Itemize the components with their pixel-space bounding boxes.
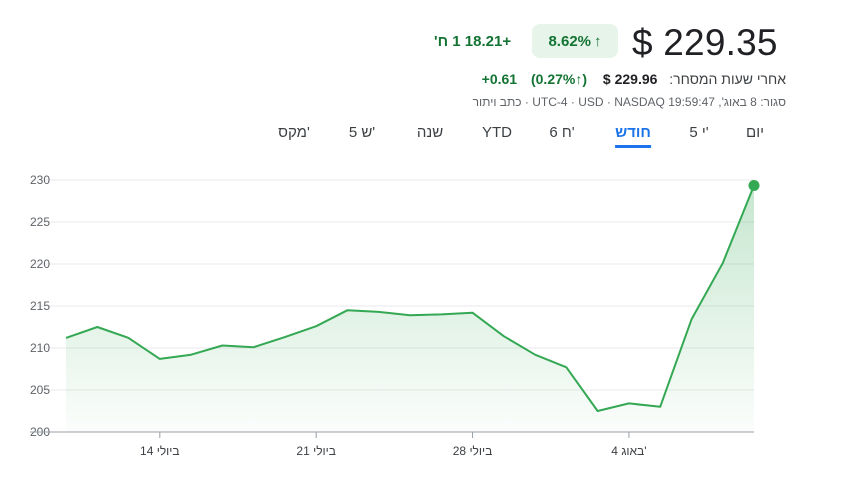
x-tick-label: 14 ביולי: [140, 444, 180, 458]
tab-5-years[interactable]: 5 ש': [348, 124, 376, 141]
tab-ytd[interactable]: YTD: [482, 124, 512, 141]
market-meta[interactable]: סגור: 8 באוג', 19:59:47 UTC-4 · USD · NA…: [472, 95, 786, 109]
y-tick-label: 225: [30, 215, 50, 229]
price-line: [65, 185, 755, 412]
last-price-point[interactable]: [748, 179, 760, 191]
up-arrow-icon: ↑: [594, 32, 602, 50]
tab-month[interactable]: חודש: [615, 124, 651, 148]
after-hours-change: +0.61: [481, 71, 518, 87]
tab-day[interactable]: יום: [746, 124, 764, 141]
change-percent: 8.62%: [548, 32, 592, 50]
y-tick-label: 230: [30, 173, 50, 187]
y-tick-label: 220: [30, 257, 50, 271]
after-hours-label: אחרי שעות המסחר:: [669, 71, 786, 87]
y-tick-label: 210: [30, 341, 50, 355]
x-tick-label: 4 באוג': [611, 444, 646, 458]
after-hours-price: $ 229.96: [602, 71, 658, 87]
quote-header: $ 229.35 8.62% ↑ +18.21 1 ח' אחרי שעות ה…: [0, 0, 848, 120]
tab-max[interactable]: מקס': [278, 124, 310, 141]
price-area: [66, 185, 754, 432]
change-percent-badge: 8.62% ↑: [532, 24, 618, 58]
change-absolute: +18.21 1 ח': [434, 33, 512, 50]
after-hours-row: אחרי שעות המסחר: $ 229.96 (0.27%↑) +0.61: [482, 71, 786, 87]
x-tick-label: 28 ביולי: [453, 444, 493, 458]
tab-year[interactable]: שנה: [416, 124, 444, 141]
tab-6-months[interactable]: 6 ח': [549, 124, 575, 141]
after-hours-percent: (0.27%↑): [530, 71, 588, 87]
current-price: $ 229.35: [632, 22, 778, 63]
y-tick-label: 205: [30, 383, 50, 397]
tab-5-days[interactable]: 5 י': [689, 124, 709, 141]
y-tick-label: 215: [30, 299, 50, 313]
range-tabs: יום 5 י' חודש 6 ח' YTD שנה 5 ש' מקס': [0, 124, 848, 154]
x-tick-label: 21 ביולי: [296, 444, 336, 458]
